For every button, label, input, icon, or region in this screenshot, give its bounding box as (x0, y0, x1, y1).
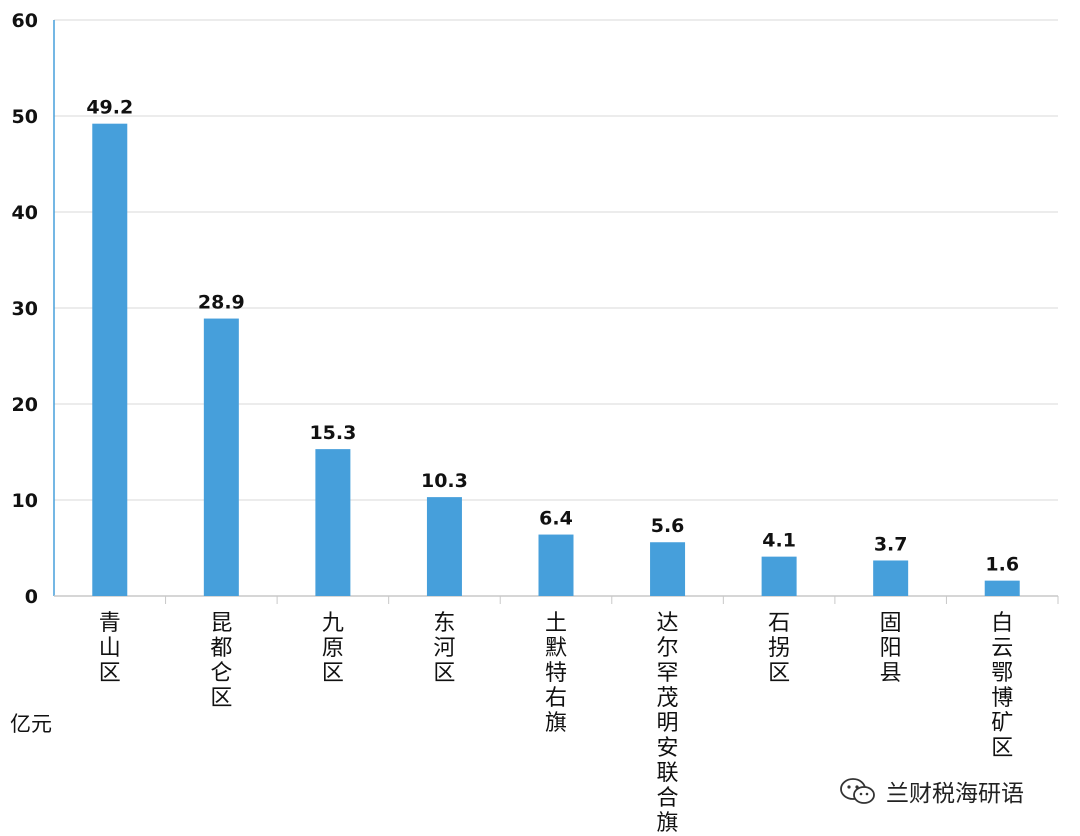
x-category-label: 青山区 (99, 611, 121, 686)
y-tick-label: 40 (12, 202, 38, 224)
bar (426, 497, 462, 596)
wechat-icon (840, 778, 875, 804)
x-category-label: 固阳县 (880, 611, 902, 686)
y-tick-label: 20 (12, 394, 38, 416)
bar (650, 542, 686, 596)
bar (92, 123, 128, 597)
data-label: 1.6 (985, 554, 1019, 576)
bar (873, 560, 909, 596)
y-tick-label: 60 (12, 10, 38, 32)
y-tick-label: 10 (12, 490, 38, 512)
data-label: 6.4 (539, 508, 573, 530)
bar (538, 534, 574, 596)
x-category-label: 昆都仑区 (210, 611, 232, 711)
bar (315, 449, 351, 596)
y-tick-label: 50 (12, 106, 38, 128)
bar (761, 556, 797, 596)
y-axis-unit-label: 亿元 (10, 712, 52, 736)
watermark: 兰财税海研语 (838, 774, 1024, 808)
y-tick-label: 0 (25, 586, 38, 608)
data-label: 15.3 (309, 422, 356, 444)
y-tick-label: 30 (12, 298, 38, 320)
bar (203, 318, 239, 596)
data-label: 3.7 (874, 533, 908, 555)
x-category-label: 达尔罕茂明安联合旗 (657, 611, 679, 836)
data-label: 4.1 (762, 530, 796, 552)
x-category-label: 土默特右旗 (545, 611, 567, 736)
x-category-label: 白云鄂博矿区 (991, 611, 1013, 761)
x-category-label: 九原区 (322, 611, 344, 686)
data-label: 10.3 (421, 470, 468, 492)
data-label: 49.2 (86, 97, 133, 119)
bar (984, 580, 1020, 596)
watermark-text: 兰财税海研语 (886, 781, 1024, 807)
x-category-label: 石拐区 (768, 611, 790, 686)
data-label: 5.6 (651, 515, 685, 537)
x-category-label: 东河区 (433, 611, 455, 686)
data-label: 28.9 (198, 292, 245, 314)
